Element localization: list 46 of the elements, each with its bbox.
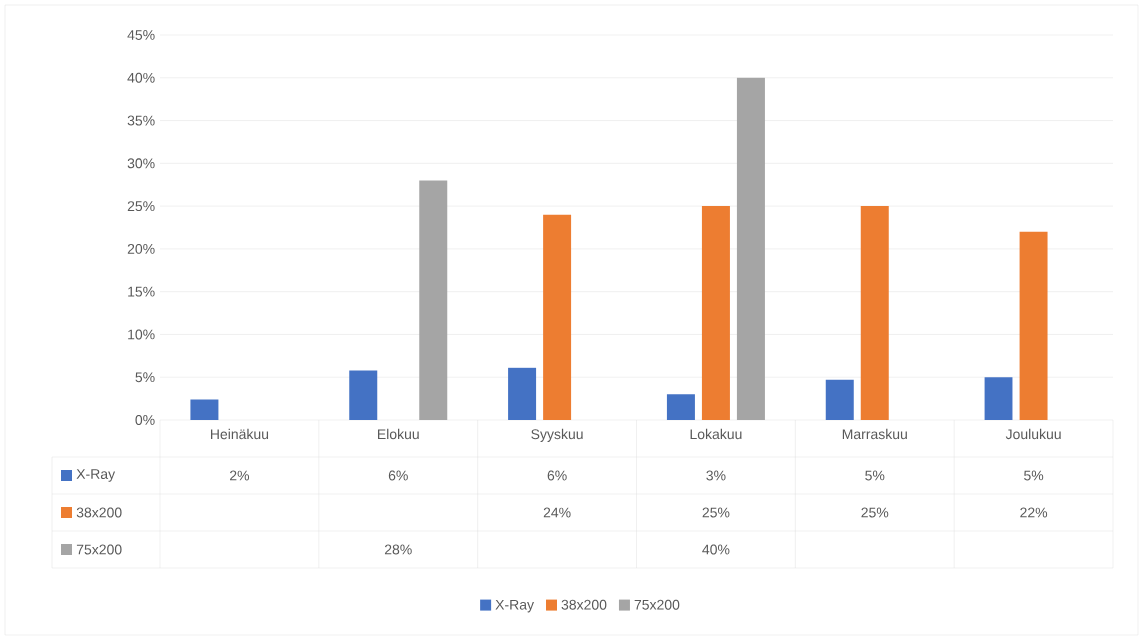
bar [860, 206, 889, 421]
y-tick-label: 40% [127, 72, 155, 83]
y-tick-label: 30% [127, 158, 155, 169]
x-tick-label: Syyskuu [531, 428, 583, 442]
bar [543, 214, 572, 421]
y-tick-label: 15% [128, 286, 155, 297]
x-tick-label: Marraskuu [842, 428, 907, 440]
bar [666, 394, 695, 421]
y-tick-label: 10% [128, 329, 155, 340]
legend-label: X-Ray [76, 469, 116, 482]
data-label: 25% [702, 507, 730, 518]
bar [419, 180, 448, 421]
data-label: 28% [384, 544, 412, 555]
data-label: 6% [547, 470, 567, 481]
data-label: 40% [702, 544, 730, 555]
x-tick-label: Heinäkuu [210, 428, 269, 440]
bar [825, 379, 854, 421]
x-tick-label: Elokuu [378, 428, 419, 440]
data-label: 25% [861, 507, 889, 518]
text: 75x200 [76, 544, 122, 555]
text: 38x200 [76, 507, 122, 518]
legend-label: 38x200 [561, 599, 607, 610]
bar [349, 370, 378, 421]
data-label: 5% [865, 470, 885, 481]
bar [190, 399, 219, 421]
y-tick-label: 0% [135, 415, 155, 425]
bar [508, 367, 537, 421]
bar [984, 377, 1013, 421]
data-label: 2% [230, 470, 250, 481]
legend-label: 75x200 [634, 599, 680, 610]
y-tick-label: 35% [127, 115, 155, 126]
y-tick-label: 20% [127, 243, 155, 254]
data-label: 5% [1024, 470, 1044, 481]
x-tick-label: Lokakuu [690, 428, 742, 440]
data-label: 6% [388, 470, 408, 481]
bar [701, 206, 730, 421]
text: X-Ray [495, 599, 534, 613]
bar [736, 77, 765, 421]
x-tick-label: Joulukuu [1005, 428, 1061, 440]
y-tick-label: 5% [135, 372, 155, 383]
data-label: 24% [543, 507, 571, 518]
y-tick-label: 25% [127, 201, 155, 212]
bar [1019, 231, 1048, 421]
y-tick-label: 45% [127, 30, 155, 40]
data-label: 22% [1020, 507, 1048, 518]
data-label: 3% [706, 470, 726, 481]
